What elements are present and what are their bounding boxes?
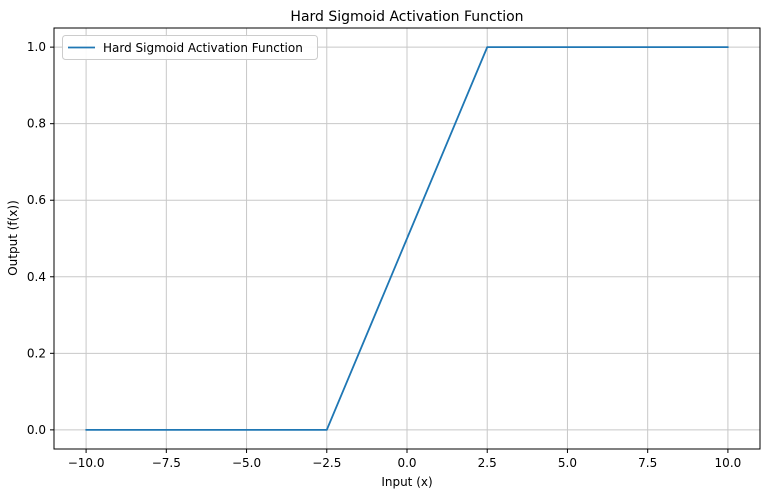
chart-title: Hard Sigmoid Activation Function [290, 9, 523, 25]
x-tick-label: −5.0 [232, 456, 261, 470]
legend: Hard Sigmoid Activation Function [62, 35, 318, 60]
y-tick-label: 0.0 [27, 423, 46, 437]
axes-border [53, 27, 761, 450]
y-tick-label: 0.2 [27, 346, 46, 360]
tick-layer: −10.0 −7.5 −5.0 −2.5 0.0 2.5 5.0 7.5 10.0 0.0 0.2 0… [27, 40, 741, 470]
y-tick-label: 0.6 [27, 193, 46, 207]
y-tick-label: 1.0 [27, 40, 46, 54]
series-line [85, 46, 729, 431]
series-layer [85, 46, 729, 431]
y-axis-label: Output (f(x)) [6, 200, 20, 276]
x-axis-label: Input (x) [381, 475, 432, 489]
x-tick-label: −10.0 [68, 456, 105, 470]
x-tick-label: 5.0 [558, 456, 577, 470]
legend-label: Hard Sigmoid Activation Function [103, 41, 303, 55]
y-tick-label: 0.8 [27, 117, 46, 131]
x-tick-label: −2.5 [312, 456, 341, 470]
x-tick-label: −7.5 [152, 456, 181, 470]
x-tick-label: 10.0 [715, 456, 742, 470]
x-tick-label: 0.0 [397, 456, 416, 470]
grid-layer [54, 28, 760, 449]
y-tick-label: 0.4 [27, 270, 46, 284]
legend-box [62, 35, 318, 60]
x-tick-label: 7.5 [638, 456, 657, 470]
x-tick-label: 2.5 [478, 456, 497, 470]
